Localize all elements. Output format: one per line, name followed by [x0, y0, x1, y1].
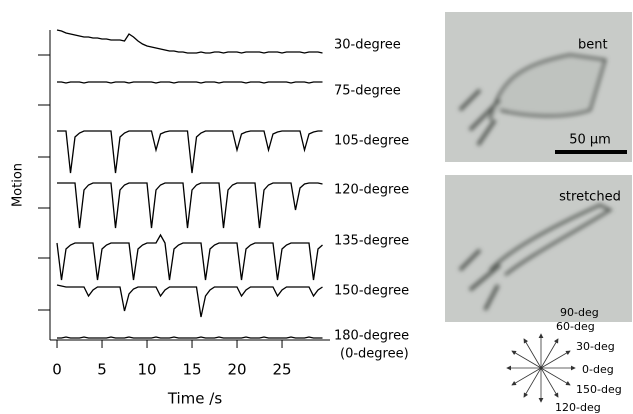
trace-label: 120-degree — [334, 183, 409, 198]
trace — [57, 130, 323, 174]
trace — [56, 233, 323, 281]
scale-bar-label: 50 µm — [569, 133, 611, 148]
trace-label: 30-degree — [334, 38, 401, 53]
x-tick-label: 15 — [182, 361, 201, 379]
trace — [56, 29, 323, 54]
x-tick-label: 10 — [137, 361, 156, 379]
image-bottom — [445, 175, 632, 322]
direction-label: 30-deg — [576, 340, 615, 353]
trace — [57, 182, 323, 229]
x-tick-label: 0 — [52, 361, 62, 379]
direction-label: 150-deg — [576, 383, 622, 396]
x-axis-label: Time /s — [167, 390, 223, 408]
image-top — [445, 12, 632, 162]
trace-label: 180-degree — [334, 329, 409, 344]
direction-arrows — [506, 333, 576, 403]
image-label: stretched — [559, 190, 621, 205]
trace-label: 150-degree — [334, 284, 409, 299]
image-label: bent — [578, 38, 608, 53]
x-tick-label: 5 — [97, 361, 107, 379]
x-tick-label: 25 — [272, 361, 291, 379]
plot: 0 5 10 15 20 25 30-degree 75-degree 105-degree 12… — [38, 29, 409, 379]
trace — [57, 81, 323, 84]
direction-label: 90-deg — [560, 306, 599, 319]
direction-label: 0-deg — [582, 363, 614, 376]
direction-label: 60-deg — [556, 320, 595, 333]
trace-label: 135-degree — [334, 234, 409, 249]
x-tick-label: 20 — [227, 361, 246, 379]
trace — [56, 284, 323, 318]
direction-label: 120-deg — [555, 401, 601, 414]
trace-label: 75-degree — [334, 84, 401, 99]
y-axis-label: Motion — [11, 163, 26, 207]
trace — [57, 336, 323, 339]
annotation: (0-degree) — [340, 347, 409, 362]
trace-label: 105-degree — [334, 134, 409, 149]
